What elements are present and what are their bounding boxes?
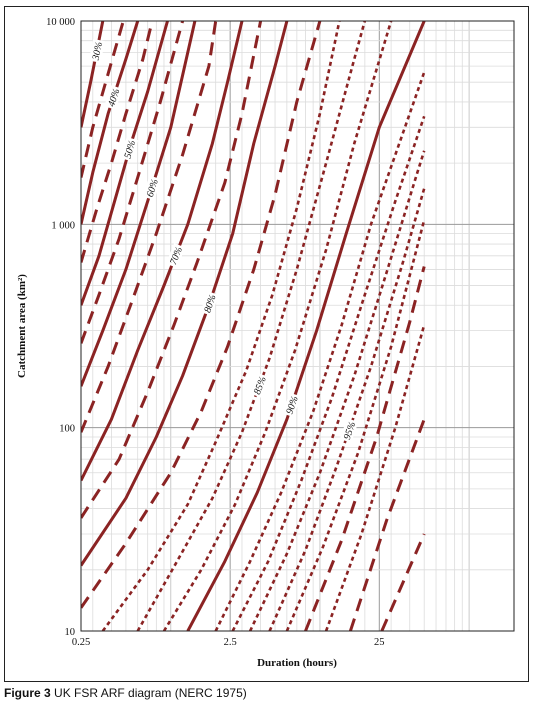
tick-labels: 0.25 2.5 25 10 100 1 000 10 000 (46, 17, 384, 648)
curve-label-bg (282, 392, 301, 418)
series-line-9 (81, 21, 244, 482)
curve-label-bg (104, 85, 123, 110)
caption-text: UK FSR ARF diagram (NERC 1975) (54, 686, 247, 700)
series-line-10 (81, 21, 263, 519)
figure-frame: 30% 40% 50% 60% 70% 80% 85% 90% 95% 0.25 2.5 25 10 1… (4, 6, 529, 682)
series-line-13 (101, 21, 341, 631)
x-axis-title: Duration (hours) (257, 657, 337, 669)
series-line-22 (304, 266, 426, 631)
curve-label: 50% (123, 139, 139, 160)
series-line-8 (81, 21, 218, 433)
plot-area-border (80, 20, 515, 632)
series-line-12 (81, 21, 322, 609)
x-tick-label: 2.5 (224, 637, 237, 648)
series-line-15 (162, 21, 393, 631)
series-line-3 (81, 21, 140, 225)
series-line-24 (348, 418, 426, 631)
x-tick-label: 25 (374, 637, 385, 648)
series-line-1 (81, 21, 105, 128)
grid-lines (80, 21, 514, 631)
y-tick-label: 10 (65, 627, 76, 638)
curve-label: 85% (252, 375, 269, 396)
arf-chart: 30%40%50%60%70%80%85%90%95% 0.25 2.5 25101… (16, 17, 515, 669)
curve-label: 80% (202, 293, 218, 314)
figure-number: Figure 3 (4, 686, 51, 700)
y-tick-label: 1 000 (51, 220, 75, 231)
series-group (81, 21, 426, 631)
figure-caption: Figure 3 UK FSR ARF diagram (NERC 1975) (4, 686, 247, 700)
curve-label-bg (200, 291, 219, 316)
series-line-16 (186, 21, 426, 631)
y-tick-label: 100 (59, 424, 75, 435)
series-line-23 (324, 324, 426, 631)
curve-label-bg (166, 243, 186, 269)
curve-label-bg (250, 372, 269, 398)
series-line-21 (285, 219, 426, 631)
series-line-17 (214, 71, 426, 631)
curve-label-bg (88, 38, 105, 63)
curve-label: 60% (145, 178, 161, 199)
y-axis-title: Catchment area (km²) (16, 274, 28, 378)
curve-label: 40% (106, 87, 122, 108)
x-tick-label: 0.25 (72, 637, 90, 648)
series-line-18 (231, 115, 426, 631)
series-line-14 (136, 21, 367, 631)
series-line-25 (380, 533, 426, 631)
curve-label: 30% (90, 41, 105, 62)
series-line-5 (81, 21, 169, 306)
curve-label-bg (142, 175, 161, 201)
curve-label-bg (339, 418, 359, 443)
curve-label-bg (120, 136, 139, 162)
series-line-4 (81, 21, 154, 263)
series-line-6 (81, 21, 185, 344)
series-line-2 (81, 21, 125, 178)
series-line-19 (248, 150, 426, 631)
series-line-7 (81, 21, 197, 387)
y-tick-label: 10 000 (46, 17, 75, 28)
curve-label: 95% (342, 420, 358, 441)
series-line-20 (268, 188, 426, 631)
